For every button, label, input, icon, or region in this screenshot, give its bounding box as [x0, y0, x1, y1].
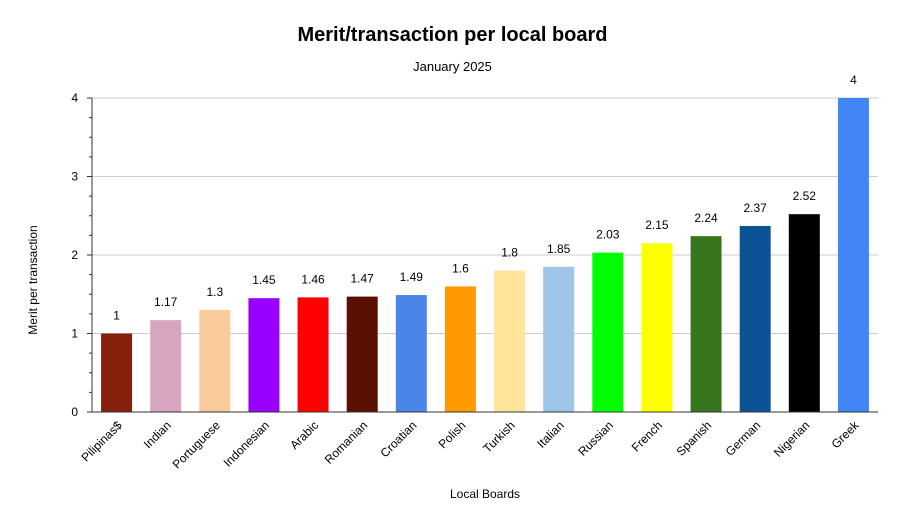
y-axis-title: Merit per transaction — [26, 225, 40, 334]
category-label: French — [629, 418, 665, 454]
chart-title: Merit/transaction per local board — [297, 24, 608, 46]
data-label: 2.37 — [744, 201, 768, 215]
bar-indonesian — [248, 298, 280, 412]
y-tick-label: 4 — [71, 91, 78, 105]
data-label: 2.24 — [694, 211, 718, 225]
y-tick-label: 0 — [71, 405, 78, 419]
category-label: Romanian — [322, 418, 371, 467]
category-label: Indonesian — [221, 418, 272, 469]
data-label: 1.85 — [547, 242, 571, 256]
bar-polish — [444, 286, 476, 412]
bar-pilipinas — [101, 333, 133, 412]
data-label: 1.47 — [351, 272, 375, 286]
data-label: 2.52 — [793, 189, 817, 203]
bar-italian — [543, 266, 575, 412]
bar-romanian — [346, 296, 378, 412]
data-label: 1.8 — [501, 246, 518, 260]
category-label: Polish — [436, 418, 469, 451]
bar-nigerian — [788, 214, 820, 412]
data-label: 2.15 — [645, 218, 669, 232]
bar-turkish — [494, 270, 526, 412]
category-label: Turkish — [480, 418, 517, 455]
category-label: German — [723, 418, 764, 459]
data-label: 1.17 — [154, 295, 178, 309]
y-tick-label: 3 — [71, 170, 78, 184]
data-label: 4 — [850, 73, 857, 87]
y-tick-label: 2 — [71, 248, 78, 262]
bar-arabic — [297, 297, 329, 412]
category-label: Italian — [534, 418, 567, 451]
data-label: 1.49 — [400, 270, 424, 284]
chart-subtitle: January 2025 — [413, 59, 492, 74]
data-label: 1.46 — [301, 272, 325, 286]
bar-german — [739, 225, 771, 412]
bar-french — [641, 243, 673, 412]
bars — [101, 98, 869, 412]
axes — [87, 97, 878, 413]
data-label: 2.03 — [596, 228, 620, 242]
bar-croatian — [395, 295, 427, 412]
category-label: Nigerian — [771, 418, 813, 460]
category-label: Russian — [575, 418, 616, 459]
x-axis-title: Local Boards — [450, 487, 520, 501]
y-tick-label: 1 — [71, 327, 78, 341]
data-label: 1.3 — [206, 285, 223, 299]
category-label: Spanish — [674, 418, 715, 459]
category-label: Croatian — [377, 418, 419, 460]
category-label: Greek — [829, 418, 863, 452]
category-label: Arabic — [287, 418, 321, 452]
category-label: Indian — [141, 418, 174, 451]
bar-portuguese — [199, 309, 231, 412]
category-label: Portuguese — [170, 418, 224, 472]
data-label: 1.6 — [452, 261, 469, 275]
bar-spanish — [690, 236, 722, 412]
bar-russian — [592, 252, 624, 412]
category-label: Pilipinas$ — [78, 418, 124, 464]
data-label: 1 — [113, 309, 120, 323]
data-label: 1.45 — [252, 273, 276, 287]
bar-greek — [837, 98, 869, 412]
bar-indian — [150, 320, 182, 412]
